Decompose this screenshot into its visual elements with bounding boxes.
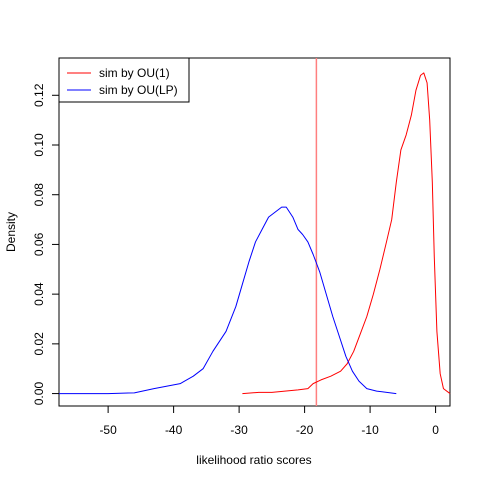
series-line-2 [59, 206, 397, 395]
y-axis-label: Density [4, 212, 18, 252]
y-tick-label: 0.06 [32, 232, 46, 256]
y-tick-label: 0.08 [32, 183, 46, 207]
x-axis-label: likelihood ratio scores [196, 453, 311, 467]
y-tick-label: 0.10 [32, 133, 46, 157]
series-line-1 [242, 72, 451, 395]
x-tick-label: -30 [230, 423, 248, 437]
legend: sim by OU(1) sim by OU(LP) [58, 57, 190, 103]
x-tick-label: -20 [296, 423, 314, 437]
y-tick-label: 0.02 [32, 332, 46, 356]
x-tick-label: -50 [99, 423, 117, 437]
plot-frame [58, 57, 451, 407]
y-tick-label: 0.00 [32, 382, 46, 406]
legend-box [58, 57, 190, 103]
x-tick-label: 0 [432, 423, 439, 437]
legend-entry: sim by OU(LP) [99, 83, 178, 97]
x-axis: -50 -40 -30 -20 -10 0 [99, 406, 439, 437]
y-tick-label: 0.12 [32, 83, 46, 107]
x-tick-label: -40 [165, 423, 183, 437]
y-tick-label: 0.04 [32, 282, 46, 306]
legend-entry: sim by OU(1) [99, 66, 170, 80]
plot-area [58, 57, 451, 407]
x-tick-label: -10 [361, 423, 379, 437]
y-axis: 0.00 0.02 0.04 0.06 0.08 0.10 0.12 [32, 83, 59, 405]
